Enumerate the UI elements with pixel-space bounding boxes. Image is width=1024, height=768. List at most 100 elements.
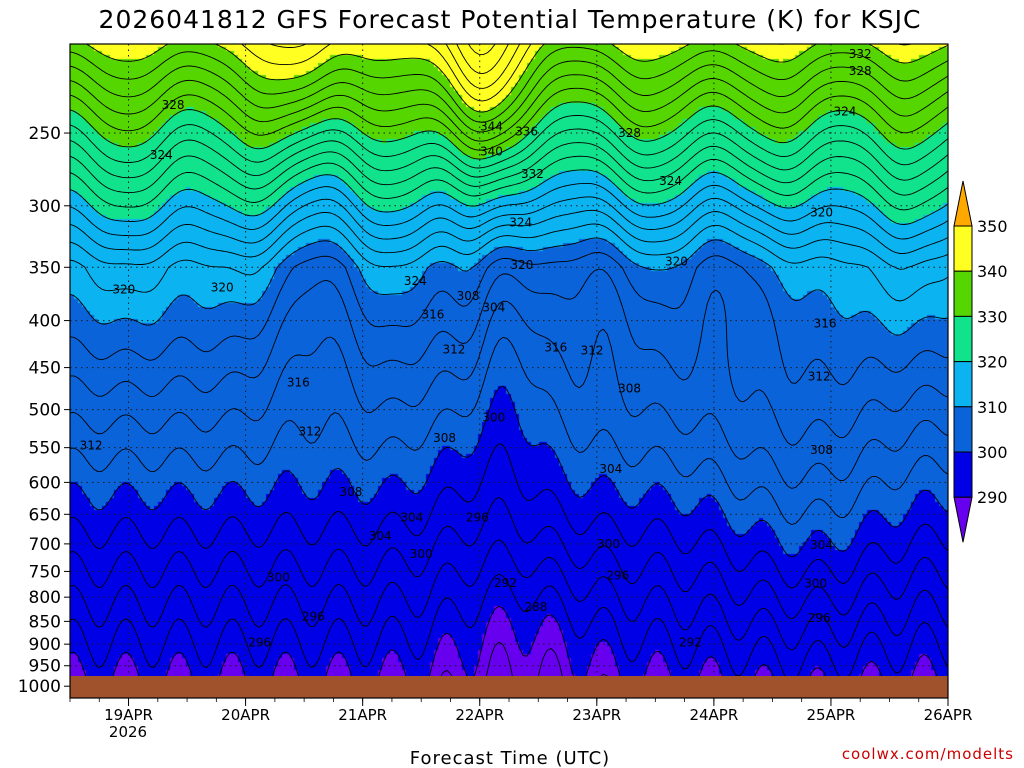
contour-346	[456, 44, 509, 75]
colorbar-segment-310	[953, 361, 973, 408]
contour-label-308: 308	[457, 289, 480, 303]
y-tick-label-550: 550	[29, 439, 61, 459]
colorbar-label-320: 320	[977, 353, 1008, 372]
y-tick-label-850: 850	[29, 612, 61, 632]
contour-label-332: 332	[521, 167, 544, 181]
credit-link[interactable]: coolwx.com/modelts	[842, 745, 1014, 763]
contour-label-312: 312	[808, 369, 831, 383]
contour-label-312: 312	[443, 342, 466, 356]
contour-label-292: 292	[494, 576, 517, 590]
contour-label-316: 316	[544, 341, 567, 355]
x-tick-label-23APR: 23APR	[572, 706, 621, 724]
temperature-bands	[70, 44, 948, 698]
contour-label-296: 296	[466, 510, 489, 524]
contour-label-296: 296	[606, 569, 629, 583]
contour-310	[70, 237, 948, 336]
chart-title: 2026041812 GFS Forecast Potential Temper…	[99, 5, 922, 34]
colorbar-segment-330	[953, 270, 973, 317]
x-tick-label-19APR: 19APR	[104, 706, 153, 724]
contour-314	[70, 209, 948, 270]
y-tick-label-650: 650	[29, 505, 61, 525]
contour-label-340: 340	[480, 145, 503, 159]
contour-label-320: 320	[211, 280, 234, 294]
contour-label-328: 328	[162, 98, 185, 112]
contour-330	[70, 101, 948, 160]
y-tick-label-950: 950	[29, 657, 61, 677]
contour-label-304: 304	[400, 510, 423, 524]
colorbar-label-290: 290	[977, 488, 1008, 507]
contour-296	[70, 496, 948, 620]
contour-label-304: 304	[810, 538, 833, 552]
colorbar-segment-300	[953, 406, 973, 453]
contour-318	[70, 182, 948, 240]
y-tick-label-1000: 1000	[18, 677, 61, 697]
x-tick-label-25APR: 25APR	[807, 706, 856, 724]
contour-label-308: 308	[340, 485, 363, 499]
contour-322	[70, 155, 948, 211]
contour-label-328: 328	[849, 64, 872, 78]
contour-294	[70, 539, 948, 651]
colorbar: 290 300 310 320 330 340 350	[953, 180, 1008, 543]
contour-label-300: 300	[482, 411, 505, 425]
contour-336	[70, 60, 948, 133]
contour-label-312: 312	[80, 438, 103, 452]
plot-area: 320 312 328 324 320 316 312 308 304 300 296 296 324 3…	[70, 44, 948, 698]
contour-labels: 320 312 328 324 320 316 312 308 304 300 296 296 324 3…	[80, 47, 872, 650]
contour-label-320: 320	[665, 255, 688, 269]
colorbar-extend-max	[953, 180, 973, 227]
y-tick-label-450: 450	[29, 359, 61, 379]
y-tick-label-250: 250	[29, 124, 61, 144]
contour-348	[468, 44, 496, 56]
contour-label-328: 328	[618, 126, 641, 140]
contour-306	[70, 268, 948, 446]
contour-308	[70, 252, 948, 386]
contour-326	[70, 128, 948, 181]
y-tick-label-350: 350	[29, 258, 61, 278]
contour-label-324: 324	[834, 105, 857, 119]
contour-label-308: 308	[810, 443, 833, 457]
colorbar-extend-min	[953, 496, 973, 543]
x-tick-label-20APR: 20APR	[221, 706, 270, 724]
contour-320	[70, 169, 948, 225]
contour-label-324: 324	[659, 174, 682, 188]
contour-label-312: 312	[299, 424, 322, 438]
contour-328	[70, 115, 948, 169]
contour-label-304: 304	[369, 529, 392, 543]
colorbar-label-310: 310	[977, 398, 1008, 417]
terrain-strip	[70, 676, 948, 698]
x-tick-label-24APR: 24APR	[689, 706, 738, 724]
y-tick-label-600: 600	[29, 473, 61, 493]
contour-label-320: 320	[112, 282, 135, 296]
contour-338	[70, 46, 948, 123]
contour-label-300: 300	[410, 547, 433, 561]
y-tick-label-700: 700	[29, 535, 61, 555]
contour-label-296: 296	[808, 611, 831, 625]
contour-label-316: 316	[814, 317, 837, 331]
contour-334	[70, 74, 948, 142]
y-tick-label-400: 400	[29, 312, 61, 332]
x-year-label: 2026	[109, 723, 147, 741]
contour-304	[70, 300, 948, 489]
y-tick-label-800: 800	[29, 588, 61, 608]
contour-label-320: 320	[810, 205, 833, 219]
colorbar-segment-290	[953, 451, 973, 498]
contour-label-300: 300	[267, 571, 290, 585]
contour-label-316: 316	[421, 308, 444, 322]
contour-label-300: 300	[804, 576, 827, 590]
y-axis: 250 300 350 400 450 500 550 600 650 700 750 800 850 9…	[18, 124, 70, 697]
contour-label-312: 312	[581, 343, 604, 357]
contour-label-320: 320	[510, 258, 533, 272]
x-axis: 19APR 20APR 21APR 22APR 23APR 24APR 25APR 26APR	[69, 698, 972, 724]
y-tick-label-300: 300	[29, 197, 61, 217]
contour-label-324: 324	[509, 216, 532, 230]
contour-label-324: 324	[404, 274, 427, 288]
colorbar-label-350: 350	[977, 217, 1008, 236]
x-axis-label: Forecast Time (UTC)	[410, 748, 610, 768]
colorbar-segment-340	[953, 225, 973, 272]
y-tick-label-500: 500	[29, 401, 61, 421]
colorbar-label-330: 330	[977, 307, 1008, 326]
contour-312	[70, 223, 948, 302]
contour-302	[70, 336, 948, 525]
contour-340	[86, 44, 948, 113]
